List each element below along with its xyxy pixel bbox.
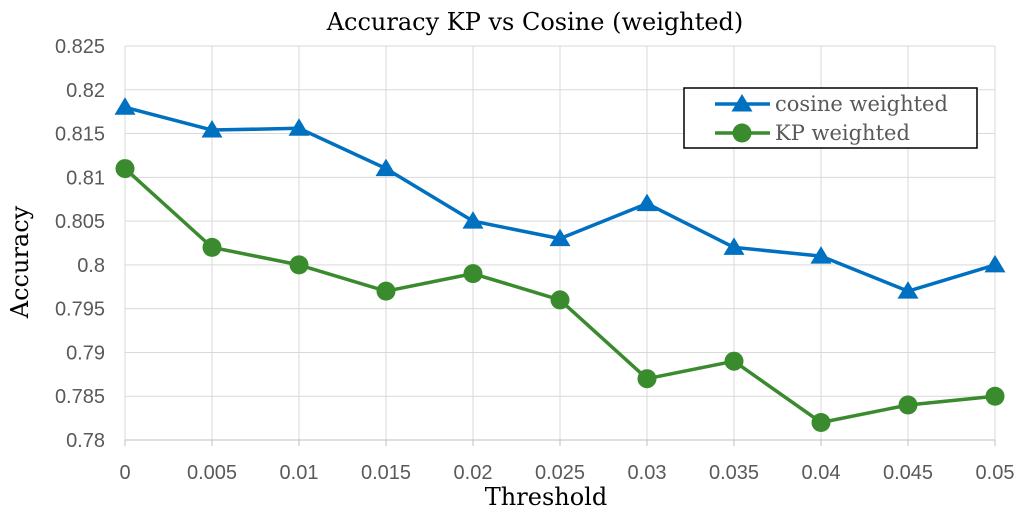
- data-point: [201, 120, 223, 138]
- y-tick-label: 0.795: [55, 299, 105, 321]
- legend-item: KP weighted: [715, 121, 910, 145]
- x-tick-label: 0.04: [802, 462, 841, 484]
- data-point: [985, 386, 1005, 406]
- y-tick-label: 0.79: [66, 342, 105, 364]
- data-point: [636, 193, 658, 212]
- x-tick-label: 0.03: [628, 462, 667, 484]
- legend-marker: [731, 94, 753, 112]
- legend-label: cosine weighted: [775, 92, 948, 116]
- y-tick-label: 0.785: [55, 386, 105, 408]
- legend: cosine weighted KP weighted: [683, 87, 978, 149]
- x-tick-label: 0.02: [454, 462, 493, 484]
- data-point: [114, 97, 136, 115]
- data-point: [724, 351, 744, 371]
- data-point: [897, 281, 919, 299]
- axes: [124, 439, 996, 446]
- data-point: [462, 211, 484, 229]
- gridlines: [124, 45, 996, 440]
- data-point: [810, 246, 832, 264]
- chart-title: Accuracy KP vs Cosine (weighted): [326, 8, 744, 36]
- data-point: [289, 255, 309, 275]
- x-tick-label: 0.015: [361, 462, 411, 484]
- x-axis-ticks: 0 0.005 0.01 0.015 0.02 0.025 0.03 0.035 0.04 0.0…: [119, 462, 1014, 484]
- x-tick-label: 0: [119, 462, 130, 484]
- x-tick-label: 0.045: [883, 462, 933, 484]
- y-axis-label: Accuracy: [6, 205, 34, 319]
- data-point: [550, 290, 570, 310]
- legend-marker: [732, 123, 752, 143]
- data-point: [375, 158, 397, 177]
- series-1: [114, 97, 1006, 299]
- y-tick-label: 0.8: [77, 255, 105, 277]
- legend-box: [683, 87, 978, 149]
- data-point: [811, 412, 831, 432]
- data-point: [288, 118, 310, 136]
- data-point: [202, 237, 222, 257]
- series: [114, 97, 1006, 432]
- data-point: [463, 264, 483, 284]
- y-tick-label: 0.825: [55, 36, 105, 58]
- data-point: [637, 369, 657, 389]
- x-tick-label: 0.035: [709, 462, 759, 484]
- y-tick-label: 0.805: [55, 211, 105, 233]
- legend-item: cosine weighted: [715, 92, 948, 116]
- y-tick-label: 0.81: [66, 167, 105, 189]
- data-point: [898, 395, 918, 415]
- y-tick-label: 0.815: [55, 124, 105, 146]
- y-tick-label: 0.82: [66, 80, 105, 102]
- data-point: [376, 281, 396, 301]
- data-point: [115, 159, 135, 179]
- legend-label: KP weighted: [775, 121, 910, 145]
- x-tick-label: 0.05: [976, 462, 1015, 484]
- x-tick-label: 0.025: [535, 462, 585, 484]
- data-point: [549, 228, 571, 247]
- data-point: [984, 254, 1006, 273]
- y-axis-ticks: 0.78 0.785 0.79 0.795 0.8 0.805 0.81 0.815 0.82 0…: [55, 36, 105, 452]
- series-2: [115, 159, 1005, 432]
- x-tick-label: 0.01: [280, 462, 319, 484]
- y-tick-label: 0.78: [66, 430, 105, 452]
- x-axis-label: Threshold: [485, 483, 607, 511]
- x-tick-label: 0.005: [187, 462, 237, 484]
- data-point: [723, 237, 745, 255]
